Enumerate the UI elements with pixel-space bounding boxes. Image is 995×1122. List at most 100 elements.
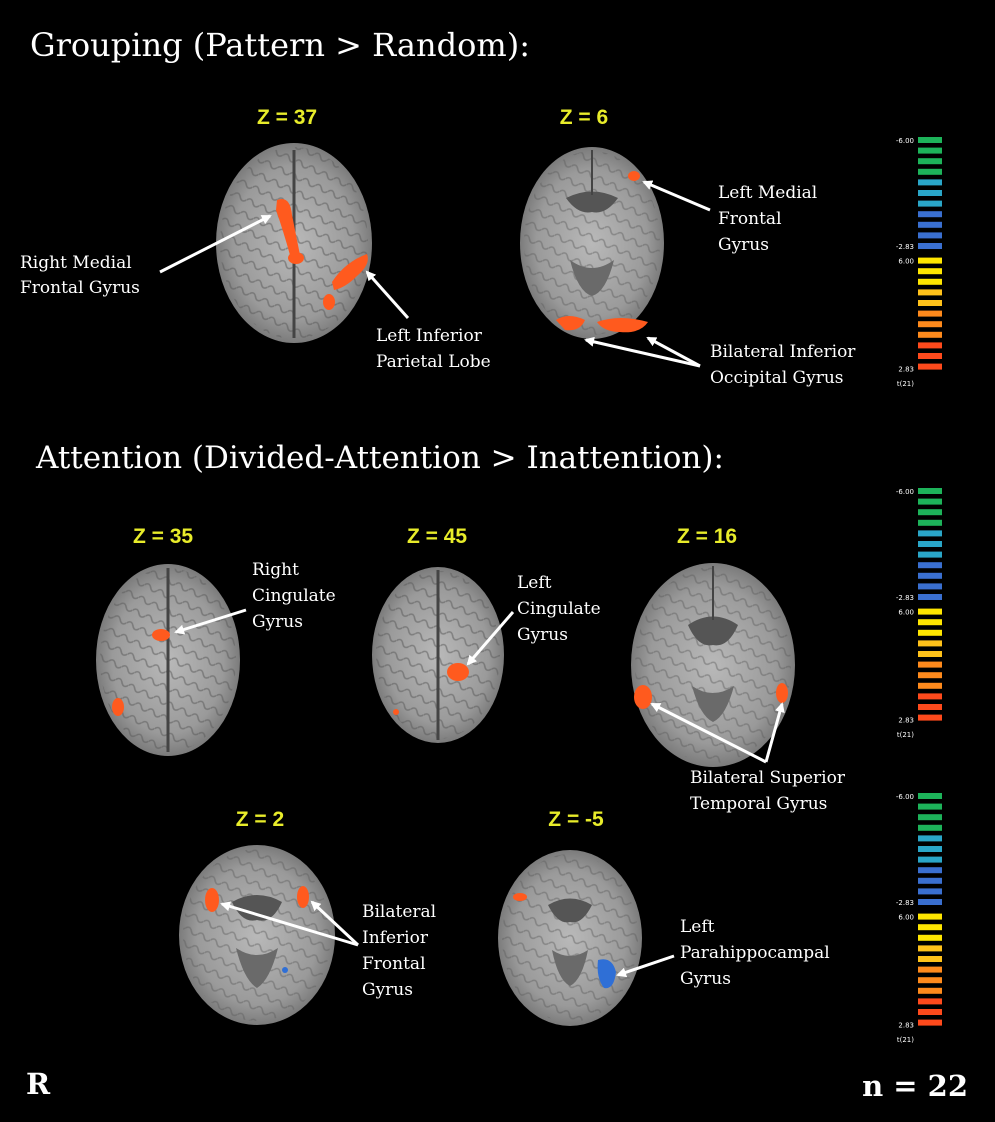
arrow: [220, 901, 359, 947]
arrow: [310, 900, 360, 947]
colorbar-swatch: [918, 232, 942, 239]
colorbar-swatch: [918, 888, 942, 895]
colorbar-swatch: [918, 846, 942, 852]
colorbar-2: -6.00 -2.83 6.00 2.83 t(21): [896, 488, 942, 739]
colorbars: -6.00 -2.83 6.00 2.83 t(21) -6.00 -2.83 6.00 2.8…: [896, 137, 942, 1044]
colorbar-tick-label: 6.00: [898, 609, 914, 617]
colorbar-swatch: [918, 651, 942, 657]
colorbar-tick-label: -6.00: [896, 793, 914, 801]
activation-cluster: [556, 316, 585, 331]
colorbar-swatch: [918, 629, 942, 636]
slice-z45-label: Z = 45: [407, 525, 467, 548]
colorbar-swatch: [918, 509, 942, 516]
colorbar-swatch: [918, 824, 942, 831]
colorbar-swatch: [918, 519, 942, 526]
colorbar-swatch: [918, 899, 942, 905]
colorbar-swatch: [918, 530, 942, 537]
activation-cluster: [205, 888, 219, 912]
orientation-label: R: [26, 1067, 51, 1101]
colorbar-tick-label: -2.83: [896, 243, 914, 251]
brain-slice-zm5: [498, 850, 642, 1026]
colorbar-swatch: [918, 310, 942, 317]
activation-cluster: [112, 698, 124, 716]
colorbar-swatch: [918, 243, 942, 249]
slice-z37-label: Z = 37: [257, 106, 317, 129]
deactivation-cluster: [282, 967, 288, 973]
colorbar-swatch: [918, 363, 942, 370]
arrow: [616, 954, 675, 978]
colorbar-swatch: [918, 488, 942, 494]
arrow: [642, 180, 711, 212]
activation-cluster: [513, 893, 527, 901]
colorbar-swatch: [918, 221, 942, 228]
colorbar-swatch: [918, 803, 942, 810]
colorbar-swatch: [918, 541, 942, 547]
colorbar-swatch: [918, 956, 942, 962]
activation-cluster: [597, 318, 648, 333]
colorbar-swatch: [918, 945, 942, 952]
activation-cluster: [297, 886, 309, 908]
colorbar-swatch: [918, 268, 942, 275]
label-left-parahippocampal-gyrus: Left Parahippocampal Gyrus: [680, 917, 835, 989]
activation-cluster: [628, 171, 640, 181]
colorbar-swatch: [918, 640, 942, 647]
colorbar-tick-label: -6.00: [896, 137, 914, 145]
activation-cluster: [323, 294, 335, 310]
colorbar-swatch: [918, 289, 942, 296]
colorbar-swatch: [918, 661, 942, 668]
colorbar-swatch: [918, 924, 942, 931]
label-bilateral-superior-temporal-gyrus: Bilateral Superior Temporal Gyrus: [690, 768, 850, 814]
colorbar-tick-label: t(21): [897, 1036, 914, 1044]
colorbar-swatch: [918, 200, 942, 207]
deactivation-cluster: [597, 959, 616, 989]
colorbar-swatch: [918, 619, 942, 626]
colorbar-swatch: [918, 793, 942, 799]
colorbar-swatch: [918, 913, 942, 920]
label-left-inferior-parietal-lobe: Left Inferior Parietal Lobe: [376, 326, 491, 372]
colorbar-swatch: [918, 583, 942, 590]
brain-slice-z35: [96, 564, 240, 756]
arrow: [466, 611, 515, 666]
activation-cluster: [276, 199, 300, 259]
label-left-cingulate-gyrus: Left Cingulate Gyrus: [517, 573, 606, 645]
colorbar-swatch: [918, 608, 942, 615]
activation-cluster: [152, 629, 170, 641]
arrow: [365, 270, 410, 319]
colorbar-swatch: [918, 998, 942, 1005]
colorbar-swatch: [918, 977, 942, 984]
colorbar-swatch: [918, 498, 942, 505]
slice-zm5-label: Z = -5: [548, 808, 604, 831]
sample-size: n = 22: [862, 1069, 968, 1103]
colorbar-swatch: [918, 1019, 942, 1026]
colorbar-swatch: [918, 158, 942, 165]
colorbar-tick-label: 2.83: [898, 366, 914, 374]
colorbar-swatch: [918, 693, 942, 700]
arrow: [174, 608, 247, 635]
activation-cluster: [393, 709, 399, 715]
colorbar-1: -6.00 -2.83 6.00 2.83 t(21): [896, 137, 942, 388]
label-bilateral-inferior-frontal-gyrus: Bilateral Inferior Frontal Gyrus: [362, 902, 442, 1000]
colorbar-swatch: [918, 704, 942, 710]
brain-slice-z45: [372, 567, 504, 743]
colorbar-swatch: [918, 147, 942, 154]
slice-z2-label: Z = 2: [236, 808, 284, 831]
label-bilateral-inferior-occipital-gyrus: Bilateral Inferior Occipital Gyrus: [710, 342, 861, 388]
colorbar-tick-label: 6.00: [898, 914, 914, 922]
label-right-medial-frontal-gyrus: Right Medial Frontal Gyrus: [20, 253, 140, 298]
label-right-cingulate-gyrus: Right Cingulate Gyrus: [252, 560, 341, 632]
arrow: [764, 702, 785, 763]
activation-cluster: [634, 685, 652, 709]
colorbar-swatch: [918, 814, 942, 821]
colorbar-swatch: [918, 321, 942, 328]
colorbar-tick-label: 6.00: [898, 258, 914, 266]
colorbar-swatch: [918, 856, 942, 863]
attention-title: Attention (Divided-Attention > Inattenti…: [35, 440, 724, 476]
colorbar-swatch: [918, 342, 942, 349]
colorbar-swatch: [918, 179, 942, 186]
colorbar-3: -6.00 -2.83 6.00 2.83 t(21): [896, 793, 942, 1044]
brain-slice-z6: [520, 147, 664, 339]
activation-cluster: [447, 663, 469, 681]
colorbar-swatch: [918, 877, 942, 884]
colorbar-swatch: [918, 987, 942, 994]
